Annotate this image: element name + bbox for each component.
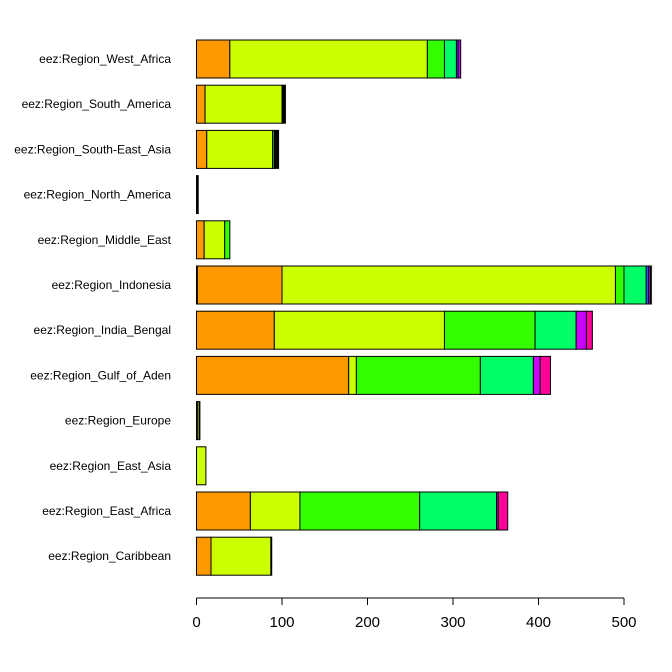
x-tick-label: 500 (611, 614, 636, 631)
bar-segment (196, 84, 206, 124)
bar-segment (270, 536, 273, 576)
bar-segment (229, 39, 428, 79)
bar-segment (281, 265, 616, 305)
bar-segment (206, 129, 274, 169)
bar-segment (497, 491, 509, 531)
bar-segment (273, 129, 280, 169)
bar-segment (281, 84, 286, 124)
bar-segment (249, 491, 301, 531)
category-label: eez:Region_East_Africa (42, 504, 171, 518)
bar-segment (196, 491, 251, 531)
bar-segment (196, 310, 275, 350)
x-tick-label: 400 (526, 614, 551, 631)
category-label: eez:Region_East_Asia (50, 459, 172, 473)
category-label: eez:Region_South-East_Asia (14, 142, 171, 156)
bar-segment (196, 39, 231, 79)
bar-segment (348, 355, 357, 395)
bar-segment (457, 39, 462, 79)
bar-segment (273, 310, 445, 350)
bar-segment (426, 39, 445, 79)
category-label: eez:Region_Europe (65, 414, 171, 428)
bar-segment (614, 265, 625, 305)
bar-segment (539, 355, 551, 395)
bar-segment (196, 446, 207, 486)
bar-segment (196, 265, 283, 305)
bar-segment (443, 39, 457, 79)
bar-segment (443, 310, 536, 350)
category-label: eez:Region_North_America (24, 188, 172, 202)
bars-layer (196, 39, 652, 576)
x-tick-label: 300 (440, 614, 465, 631)
category-label: eez:Region_South_America (22, 97, 172, 111)
bar-segment (203, 220, 226, 260)
bar-segment (198, 401, 201, 441)
bar-segment (196, 220, 205, 260)
bar-segment (196, 129, 208, 169)
category-label: eez:Region_Caribbean (48, 549, 171, 563)
bar-segment (196, 175, 199, 215)
x-tick-label: 200 (355, 614, 380, 631)
category-label: eez:Region_Middle_East (38, 233, 172, 247)
bar-segment (299, 491, 421, 531)
x-axis: 0 100 200 300 400 500 (192, 597, 637, 631)
x-tick-label: 0 (192, 614, 200, 631)
bar-segment (355, 355, 481, 395)
bar-segment (210, 536, 272, 576)
category-label: eez:Region_Indonesia (52, 278, 172, 292)
category-label: eez:Region_India_Bengal (34, 323, 171, 337)
bar-segment (585, 310, 593, 350)
bar-segment (650, 265, 652, 305)
bar-segment (196, 536, 212, 576)
x-tick-label: 100 (269, 614, 294, 631)
bar-segment (224, 220, 231, 260)
bar-segment (479, 355, 534, 395)
bar-segment (196, 355, 350, 395)
category-label: eez:Region_West_Africa (39, 52, 171, 66)
bar-segment (419, 491, 498, 531)
bar-segment (623, 265, 647, 305)
bar-segment (532, 355, 541, 395)
category-label: eez:Region_Gulf_of_Aden (30, 368, 171, 382)
category-labels: eez:Region_West_Africa eez:Region_South_A… (14, 52, 171, 563)
bar-segment (534, 310, 577, 350)
bar-segment (204, 84, 283, 124)
bar-segment (575, 310, 587, 350)
